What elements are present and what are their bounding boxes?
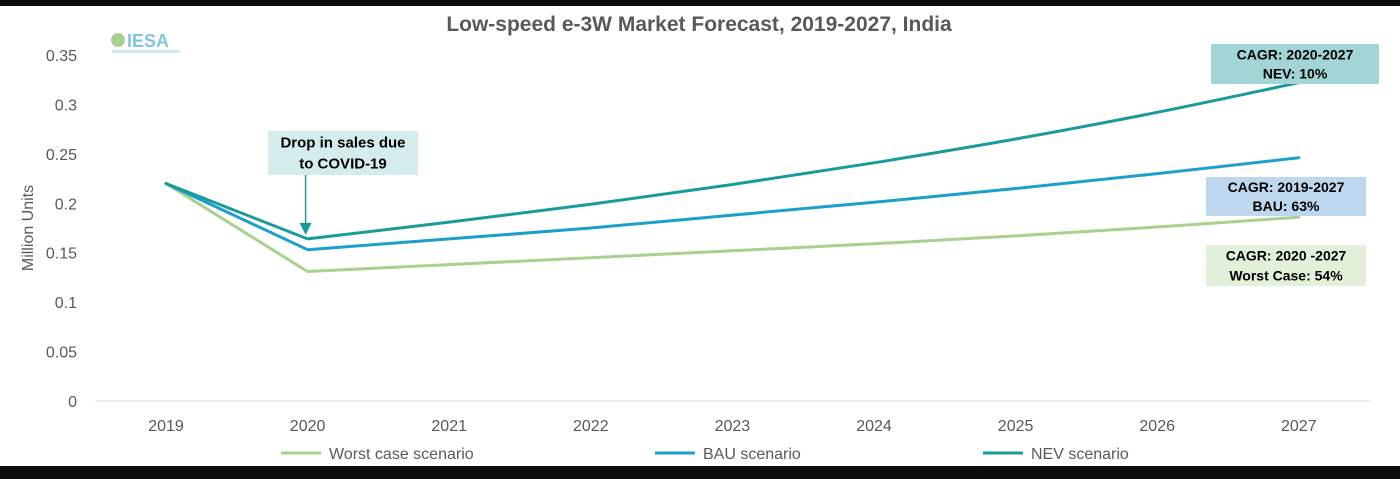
callout-text-line: Drop in sales due [280,135,405,152]
bottom-border [0,466,1400,479]
y-axis-label: Million Units [20,185,37,271]
callout-text-line: CAGR: 2020 -2027 [1226,248,1347,264]
callout-box [268,131,418,175]
series-line-worst-case-scenario [164,182,1301,273]
legend-label: NEV scenario [1031,446,1129,463]
logo-tagline-icon [112,50,180,53]
x-tick-label: 2022 [573,418,609,435]
covid-arrow-head-icon [299,222,312,235]
y-tick-label: 0 [68,394,77,411]
callout-box [1206,245,1366,286]
legend-item: NEV scenario [983,446,1129,463]
callout-text-line: Worst Case: 54% [1229,268,1343,284]
x-tick-label: 2027 [1281,418,1317,435]
chart-canvas: IESA Low-speed e-3W Market Forecast, 201… [20,13,1379,463]
y-tick-label: 0.25 [46,147,77,164]
y-tick-label: 0.1 [55,295,77,312]
chart-title: Low-speed e-3W Market Forecast, 2019-202… [446,13,952,36]
x-tick-label: 2023 [715,418,751,435]
series-line-bau-scenario [164,156,1301,252]
x-tick-label: 2020 [290,418,326,435]
legend-item: BAU scenario [655,446,801,463]
top-border [0,0,1400,6]
legend-item: Worst case scenario [281,446,474,463]
legend-label: BAU scenario [703,446,801,463]
annotations: Drop in sales due to COVID-19 CAGR: 2020-2… [268,44,1379,286]
y-tick-label: 0.3 [55,97,77,114]
callout-worst: CAGR: 2020 -2027 Worst Case: 54% [1206,245,1366,286]
iesa-logo: IESA [111,31,180,53]
y-axis-ticks: 0 0.05 0.1 0.15 0.2 0.25 0.3 0.35 [46,48,77,411]
y-tick-label: 0.2 [55,196,77,213]
y-tick-label: 0.05 [46,345,77,362]
callout-text-line: to COVID-19 [299,156,387,173]
x-tick-label: 2024 [856,418,892,435]
callout-covid: Drop in sales due to COVID-19 [268,131,418,175]
callout-text-line: CAGR: 2020-2027 [1237,47,1354,63]
series-line-nev-scenario [164,81,1301,241]
y-tick-label: 0.35 [46,48,77,65]
callout-bau: CAGR: 2019-2027 BAU: 63% [1206,177,1366,216]
x-tick-label: 2025 [998,418,1034,435]
y-tick-label: 0.15 [46,246,77,263]
callout-nev: CAGR: 2020-2027 NEV: 10% [1211,44,1379,84]
legend-label: Worst case scenario [329,446,474,463]
series-lines [164,81,1301,273]
x-tick-label: 2026 [1139,418,1175,435]
x-axis-ticks: 2019 2020 2021 2022 2023 2024 2025 2026 2027 [148,418,1316,435]
logo-globe-icon [111,33,125,47]
callout-text-line: BAU: 63% [1253,198,1320,214]
x-tick-label: 2021 [431,418,467,435]
x-tick-label: 2019 [148,418,184,435]
callout-box [1211,44,1379,84]
callout-box [1206,177,1366,216]
legend: Worst case scenario BAU scenario NEV scena… [281,446,1129,463]
logo-text: IESA [127,31,169,51]
callout-text-line: NEV: 10% [1263,66,1328,82]
callout-text-line: CAGR: 2019-2027 [1228,179,1345,195]
